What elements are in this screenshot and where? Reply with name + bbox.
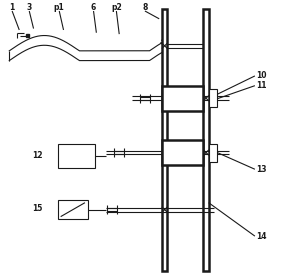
Bar: [162, 140, 203, 165]
Text: 1: 1: [9, 3, 15, 12]
Text: 15: 15: [33, 204, 43, 213]
Text: 14: 14: [256, 232, 267, 241]
Text: 12: 12: [32, 151, 43, 160]
Bar: [26, 34, 29, 38]
Bar: [209, 144, 217, 162]
Text: 3: 3: [27, 3, 32, 12]
Text: p2: p2: [111, 3, 122, 12]
Bar: [162, 86, 203, 111]
Text: 11: 11: [256, 81, 267, 90]
Bar: [58, 200, 88, 220]
Text: 8: 8: [142, 3, 148, 12]
Text: 6: 6: [91, 3, 96, 12]
Bar: [203, 9, 209, 271]
Bar: [162, 9, 167, 271]
Text: 10: 10: [256, 71, 267, 80]
Text: p1: p1: [54, 3, 65, 12]
Text: 13: 13: [256, 165, 267, 174]
Bar: [209, 89, 217, 108]
Bar: [58, 144, 95, 168]
